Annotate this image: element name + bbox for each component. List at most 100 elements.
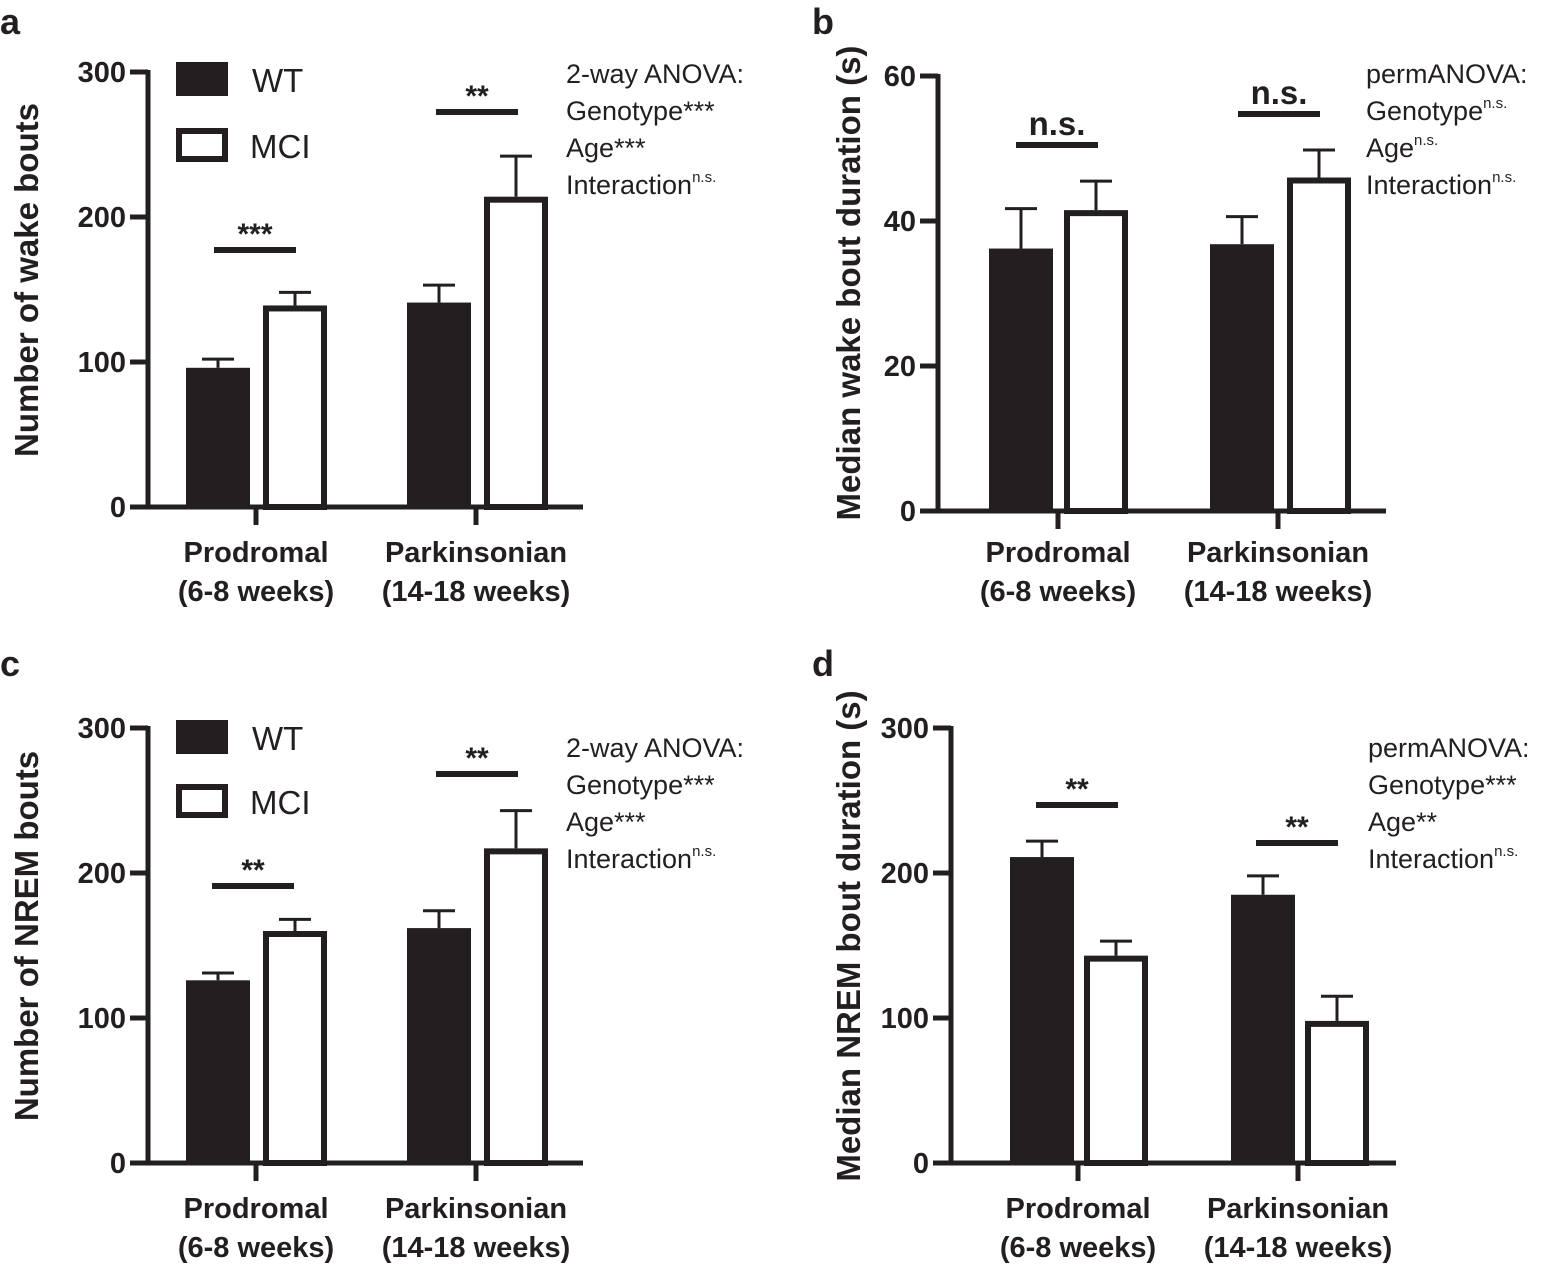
stats-line: Genotype*** — [566, 770, 715, 800]
stats-text: 2-way ANOVA: — [566, 59, 744, 89]
bar-wt — [1010, 857, 1074, 1163]
y-tick-label: 100 — [881, 1003, 929, 1035]
legend-swatch-mci — [176, 128, 228, 162]
y-tick-label: 300 — [78, 713, 126, 745]
stats-text: Genotype*** — [1368, 770, 1517, 800]
stats-line: Age*** — [566, 133, 646, 163]
y-tick-label: 300 — [78, 57, 126, 89]
legend-label-mci: MCI — [250, 128, 311, 165]
stats-text: Age** — [1368, 807, 1438, 837]
y-tick-label: 0 — [110, 492, 126, 524]
stats-text: Age*** — [566, 133, 646, 163]
stats-line: Interactionn.s. — [1366, 169, 1516, 200]
bar-mci — [1287, 177, 1351, 514]
y-tick-label: 200 — [78, 202, 126, 234]
stats-superscript: n.s. — [1414, 132, 1438, 149]
bar-wt — [186, 980, 250, 1163]
stats-block: 2-way ANOVA: Genotype*** Age*** Interaction… — [566, 59, 744, 200]
stats-line: Genotype*** — [566, 96, 715, 126]
bar-mci — [1084, 955, 1148, 1167]
significance-label: ** — [1285, 811, 1309, 844]
bar-mci — [484, 196, 548, 510]
stats-line: Interactionn.s. — [1368, 843, 1518, 874]
bar-mci — [484, 848, 548, 1166]
stats-superscript: n.s. — [692, 169, 716, 186]
y-axis-label: Number of NREM bouts — [8, 751, 45, 1121]
x-category-sublabel: (6-8 weeks) — [178, 1232, 334, 1264]
y-tick-label: 200 — [78, 858, 126, 890]
legend-swatch-wt — [176, 62, 228, 96]
stats-text: permANOVA: — [1368, 733, 1530, 763]
y-tick-label: 100 — [78, 1003, 126, 1035]
x-category-label: Parkinsonian — [385, 537, 567, 569]
legend-swatch-wt — [176, 720, 228, 754]
stats-line: Agen.s. — [1366, 132, 1438, 163]
bar-mci — [1064, 210, 1128, 514]
significance-label: n.s. — [1029, 105, 1086, 142]
x-category-sublabel: (14-18 weeks) — [1204, 1232, 1393, 1264]
significance-label: ** — [465, 742, 489, 775]
bar-mci — [263, 931, 327, 1166]
bar-mci — [263, 305, 327, 511]
x-category-label: Parkinsonian — [385, 1193, 567, 1225]
y-tick-label: 100 — [78, 347, 126, 379]
panel-a: a Number of wake bouts 0 100 200 300 Prodromal… — [0, 1, 744, 608]
stats-superscript: n.s. — [1492, 169, 1516, 186]
panel-letter: c — [0, 643, 20, 684]
x-category-label: Prodromal — [1005, 1193, 1150, 1225]
stats-line: Genotype*** — [1368, 770, 1517, 800]
stats-text: Genotype*** — [566, 770, 715, 800]
legend: WT MCI — [176, 62, 311, 165]
y-tick-label: 200 — [881, 858, 929, 890]
x-category-sublabel: (6-8 weeks) — [980, 576, 1136, 608]
stats-text: Interaction — [566, 170, 692, 200]
bar-wt — [407, 302, 471, 507]
stats-block: permANOVA: Genotype*** Age** Interactionn.s… — [1368, 733, 1530, 874]
stats-text: Genotype — [1366, 96, 1483, 126]
stats-superscript: n.s. — [1483, 95, 1507, 112]
stats-text: Age — [1366, 133, 1414, 163]
significance-label: ** — [241, 854, 265, 887]
stats-text: Interaction — [1366, 170, 1492, 200]
bar-wt — [407, 928, 471, 1163]
stats-text: Genotype*** — [566, 96, 715, 126]
y-tick-label: 0 — [110, 1148, 126, 1180]
x-category-label: Prodromal — [183, 1193, 328, 1225]
stats-line: Age*** — [566, 807, 646, 837]
y-axis-label: Median wake bout duration (s) — [830, 46, 867, 521]
stats-superscript: n.s. — [692, 843, 716, 860]
bar-wt — [1210, 244, 1274, 511]
x-category-sublabel: (14-18 weeks) — [382, 576, 571, 608]
legend-label-wt: WT — [252, 62, 303, 99]
panel-letter: d — [812, 643, 834, 684]
x-category-label: Parkinsonian — [1207, 1193, 1389, 1225]
x-category-sublabel: (6-8 weeks) — [178, 576, 334, 608]
legend-label-wt: WT — [252, 720, 303, 757]
bar-wt — [186, 367, 250, 507]
significance-label: n.s. — [1251, 74, 1308, 111]
y-tick-label: 20 — [884, 351, 916, 383]
panel-c: c Number of NREM bouts 0 100 200 300 Prodromal… — [0, 643, 744, 1264]
y-axis-label: Median NREM bout duration (s) — [830, 690, 867, 1181]
stats-line: Interactionn.s. — [566, 843, 716, 874]
significance-label: ** — [1065, 773, 1089, 806]
stats-text: permANOVA: — [1366, 59, 1528, 89]
x-category-sublabel: (14-18 weeks) — [1184, 576, 1373, 608]
stats-superscript: n.s. — [1494, 843, 1518, 860]
bar-wt — [1231, 894, 1295, 1163]
stats-block: 2-way ANOVA: Genotype*** Age*** Interaction… — [566, 733, 744, 874]
significance-label: ** — [465, 80, 489, 113]
stats-line: Genotypen.s. — [1366, 95, 1507, 126]
stats-line: Age** — [1368, 807, 1438, 837]
stats-line: 2-way ANOVA: — [566, 59, 744, 89]
panel-letter: a — [0, 1, 21, 42]
stats-text: 2-way ANOVA: — [566, 733, 744, 763]
legend-label-mci: MCI — [250, 784, 311, 821]
legend-swatch-mci — [176, 784, 228, 818]
stats-text: Interaction — [566, 844, 692, 874]
panel-d: d Median NREM bout duration (s) 0 100 200 300… — [812, 643, 1530, 1264]
panel-b: b Median wake bout duration (s) 0 20 40 60 Pro… — [812, 1, 1528, 608]
stats-line: 2-way ANOVA: — [566, 733, 744, 763]
stats-line: permANOVA: — [1366, 59, 1528, 89]
